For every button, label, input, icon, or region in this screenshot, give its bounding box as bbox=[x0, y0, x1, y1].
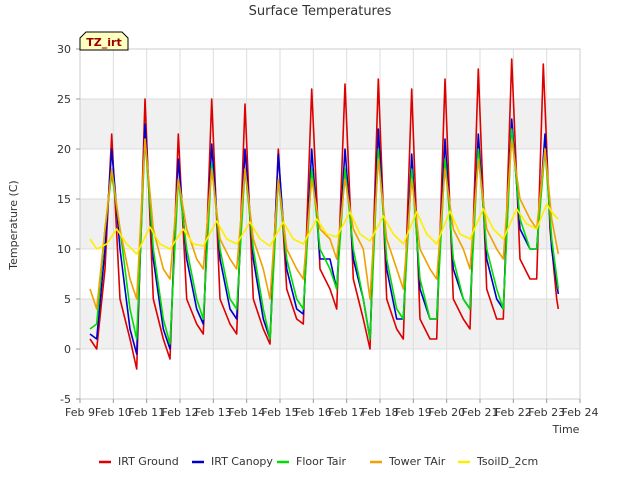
tz-badge-label: TZ_irt bbox=[86, 36, 121, 49]
y-axis-title: Temperature (C) bbox=[7, 180, 20, 270]
x-tick-label: Feb 18 bbox=[362, 406, 399, 419]
x-tick-label: Feb 17 bbox=[328, 406, 365, 419]
y-tick-label: 10 bbox=[57, 243, 71, 256]
x-tick-label: Feb 14 bbox=[228, 406, 265, 419]
x-tick-label: Feb 23 bbox=[528, 406, 565, 419]
y-tick-label: 0 bbox=[64, 343, 71, 356]
legend-label-4: TsoilD_2cm bbox=[476, 455, 538, 468]
tz-badge-box bbox=[79, 31, 129, 51]
x-tick-label: Feb 15 bbox=[262, 406, 299, 419]
x-tick-label: Feb 20 bbox=[428, 406, 465, 419]
y-tick-label: 15 bbox=[57, 193, 71, 206]
series-line-4 bbox=[89, 203, 559, 255]
y-tick-label: 25 bbox=[57, 93, 71, 106]
tz-badge: TZ_irt bbox=[79, 31, 129, 51]
plot-frame bbox=[79, 48, 581, 400]
legend-label-3: Tower TAir bbox=[388, 455, 446, 468]
y-tick-label: -5 bbox=[60, 393, 71, 406]
x-tick-label: Feb 11 bbox=[128, 406, 165, 419]
series-line-3 bbox=[89, 138, 560, 310]
x-tick-label: Feb 12 bbox=[162, 406, 199, 419]
band-2 bbox=[80, 99, 580, 149]
x-tick-label: Feb 16 bbox=[295, 406, 332, 419]
series-layer bbox=[89, 58, 560, 370]
legend-label-1: IRT Canopy bbox=[211, 455, 273, 468]
x-tick-label: Feb 22 bbox=[495, 406, 532, 419]
x-tick-label: Feb 21 bbox=[462, 406, 499, 419]
x-tick-label: Feb 10 bbox=[95, 406, 132, 419]
x-tick-label: Feb 13 bbox=[195, 406, 232, 419]
plot-bands bbox=[80, 99, 580, 349]
grid-lines bbox=[79, 48, 581, 400]
x-tick-label: Feb 24 bbox=[562, 406, 599, 419]
x-tick-label: Feb 19 bbox=[395, 406, 432, 419]
x-axis-title: Time bbox=[552, 423, 580, 436]
series-line-0 bbox=[89, 58, 560, 370]
y-tick-label: 30 bbox=[57, 43, 71, 56]
y-tick-label: 5 bbox=[64, 293, 71, 306]
legend-label-0: IRT Ground bbox=[118, 455, 179, 468]
y-tick-label: 20 bbox=[57, 143, 71, 156]
legend-label-2: Floor Tair bbox=[296, 455, 347, 468]
chart-title: Surface Temperatures bbox=[249, 4, 392, 19]
legend: IRT Ground IRT Canopy Floor Tair Tower TAir… bbox=[99, 455, 538, 468]
y-axis: -5 0 5 10 15 20 25 30 bbox=[57, 43, 80, 406]
x-tick-label: Feb 9 bbox=[65, 406, 95, 419]
